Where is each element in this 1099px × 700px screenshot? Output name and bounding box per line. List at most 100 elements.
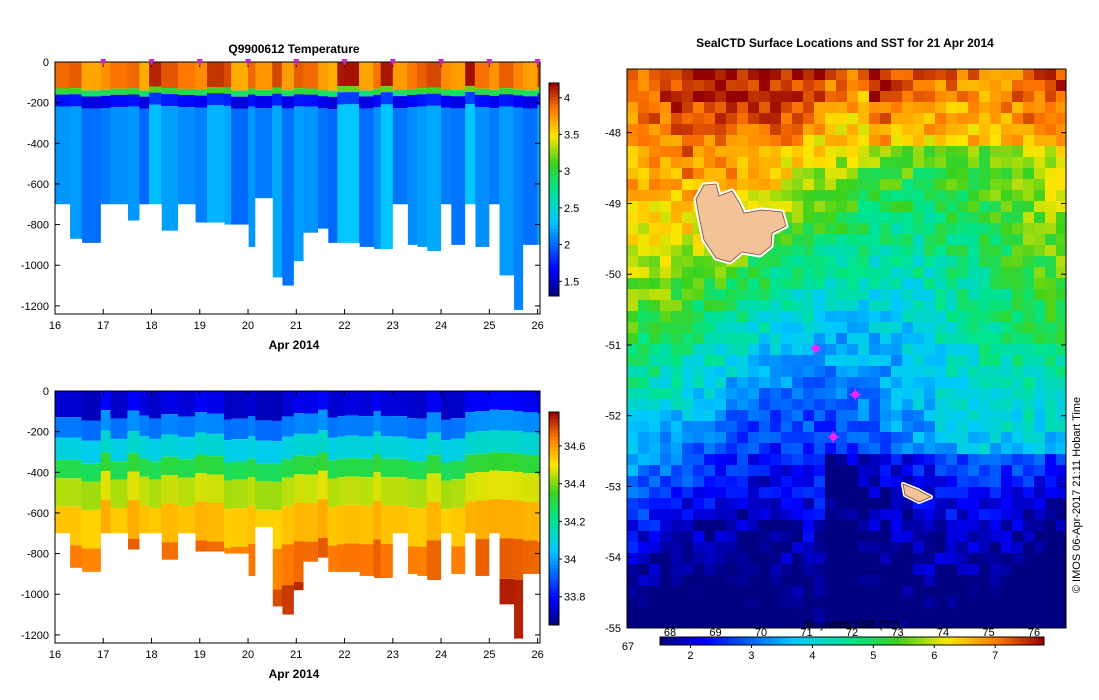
sst-cell [902,509,914,521]
sst-cell [748,608,760,620]
sst-cell [935,487,947,499]
sst-cell [792,234,804,246]
sst-cell [660,102,672,114]
sst-cell [979,487,991,499]
cell [498,410,515,431]
sst-cell [935,179,947,191]
cell [207,456,225,475]
sst-cell [825,245,837,257]
sst-cell [1023,300,1035,312]
sst-cell [979,344,991,356]
sst-cell [748,542,760,554]
temperature-panel: Q9900612 Temperature 16 17 18 19 20 21 22 23 24 2… [21,42,579,352]
sst-cell [847,223,859,235]
sst-cell [781,509,793,521]
sst-cell [803,421,815,433]
cell [194,391,208,413]
colorbar-cell [895,637,901,645]
sst-cell [1056,355,1066,367]
sst-cell [1012,223,1024,235]
sst-cell [638,289,650,301]
cell [465,432,476,455]
sst-cell [990,124,1002,136]
sst-cell [671,454,683,466]
sst-cell [638,300,650,312]
sst-cell [847,520,859,532]
sst-cell [825,223,837,235]
colorbar-cell [549,104,559,109]
sst-cell [1045,190,1057,202]
sst-cell [1001,212,1013,224]
sst-cell [836,311,848,323]
sst-cell [814,201,826,213]
sst-cell [781,289,793,301]
sst-cell [726,377,738,389]
sst-cell [748,476,760,488]
colorbar-cell [549,114,559,119]
sst-cell [825,399,837,411]
sst-cell [781,388,793,400]
sst-cell [913,135,925,147]
sst-cell [649,487,661,499]
sst-cell [902,91,914,103]
sst-cell [748,619,760,628]
cell [69,62,83,89]
colorbar-cell [938,637,944,645]
cell [537,105,540,313]
sst-cell [737,91,749,103]
map-y-ticks: -48-49-50-51-52-53-54-55 [605,128,1066,635]
sst-cell [869,586,881,598]
colorbar-cell [986,637,992,645]
cell [81,440,102,464]
sst-cell [1034,531,1046,543]
sst-cell [792,520,804,532]
cell [474,471,490,501]
sst-cell [990,443,1002,455]
sst-cell [693,124,705,136]
cell [303,88,319,95]
cell [498,499,515,539]
cell [281,436,295,460]
sst-cell [858,454,870,466]
sst-cell [869,608,881,620]
colorbar-cell [775,637,781,645]
sst-cell [990,80,1002,92]
cell [293,474,305,503]
sst-cell [660,355,672,367]
y-tick-label: -800 [27,549,49,561]
sst-cell [858,91,870,103]
sst-cell [946,245,958,257]
sst-cell [1001,201,1013,213]
cell [407,479,418,508]
cell [426,87,442,94]
x-tick-label: 25 [483,320,495,332]
sst-cell [847,300,859,312]
sst-cell [979,410,991,422]
sst-cell [1001,399,1013,411]
sst-cell [946,102,958,114]
sst-cell [946,586,958,598]
sst-cell [1001,311,1013,323]
sst-cell [836,322,848,334]
sst-cell [693,432,705,444]
sst-cell [1023,124,1035,136]
sst-cell [715,542,727,554]
sst-cell [990,608,1002,620]
sst-cell [1045,586,1057,598]
cell [272,62,283,88]
colorbar-bottom-tick-label: 4 [809,650,815,662]
sst-cell [660,597,672,609]
sst-cell [726,476,738,488]
colorbar-cell [549,178,559,183]
no-data [55,533,71,643]
no-data [161,230,179,314]
sst-cell [1001,124,1013,136]
sst-cell [924,333,936,345]
sst-cell [814,454,826,466]
sst-cell [737,454,749,466]
cell [337,544,346,585]
x-tick-label: 26 [531,320,543,332]
sst-cell [803,80,815,92]
sst-cell [902,135,914,147]
sst-cell [858,509,870,521]
